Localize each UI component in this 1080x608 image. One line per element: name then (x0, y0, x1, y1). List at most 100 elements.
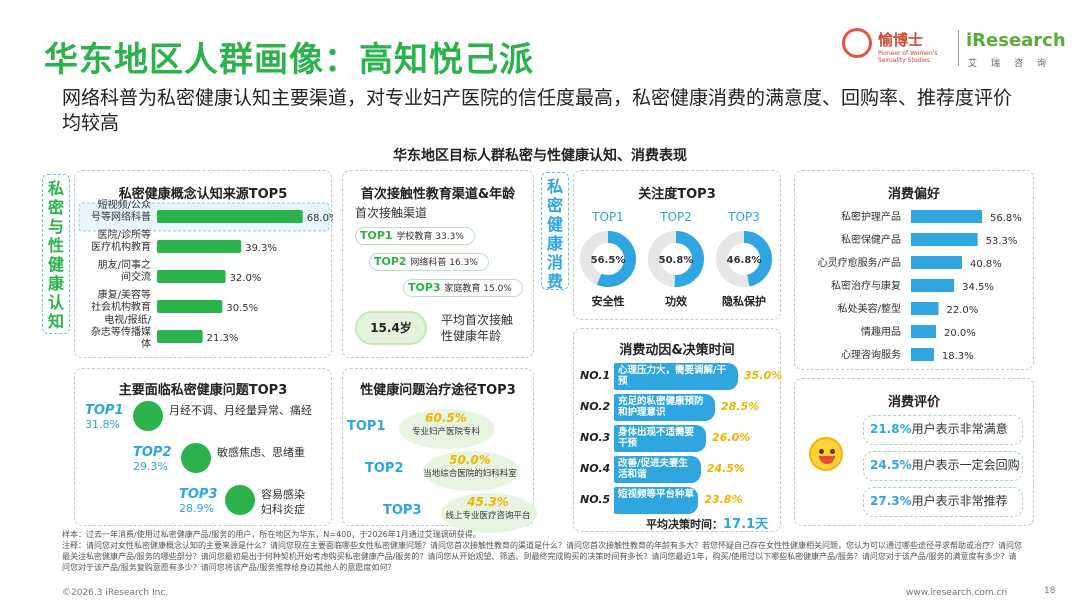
footer-page-number: 18 (1044, 586, 1056, 596)
channel-row: TOP2 网络科普 16.3% (369, 253, 489, 271)
treatment-bubble (399, 409, 495, 449)
side-label-cognition: 私密与性健康认知 (42, 174, 70, 334)
donut-rank: TOP2 (659, 210, 692, 224)
channel-name-value: 网络科普 16.3% (410, 258, 478, 268)
motivation-bar: 身体出现不适需要干预 (614, 425, 707, 452)
panel-title: 性健康问题治疗途径TOP3 (360, 383, 516, 398)
problem-value: 28.9% (179, 502, 214, 515)
chart-title: 华东地区目标人群私密与性健康认知、消费表现 (393, 148, 687, 164)
bar (911, 325, 936, 338)
smiley-icon (809, 437, 843, 471)
panel-first-contact: 首次接触性教育渠道&年龄 首次接触渠道 15.4岁 平均首次接触性健康年龄 TO… (342, 170, 534, 358)
category-label: 私处美容/整型 (838, 302, 901, 315)
motivation-rank: NO.3 (580, 431, 611, 444)
value-label: 21.3% (207, 333, 239, 344)
side-label-consumption: 私密健康消费 (541, 172, 569, 291)
donut-name: 安全性 (592, 294, 625, 308)
value-label: 40.8% (970, 259, 1002, 270)
evaluation-row: 24.5%用户表示一定会回购 (863, 451, 1023, 481)
panel-title: 关注度TOP3 (638, 187, 716, 202)
motivation-value: 23.8% (704, 493, 743, 506)
problem-value: 31.8% (85, 418, 120, 431)
category-label: 社会机构教育 (91, 300, 151, 313)
donut-rank: TOP1 (591, 210, 624, 224)
side-label-cognition-text: 私密与性健康认知 (48, 179, 65, 331)
panel-health-problems: 主要面临私密健康问题TOP3 TOP1 31.8% 月经不调、月经量异常、痛经 TOP… (74, 368, 332, 526)
motivation-rank: NO.4 (580, 462, 611, 475)
logos: 愉博士 Pioneer of Women's Sexuality Studies… (842, 26, 1066, 74)
evaluation-text: 用户表示一定会回购 (911, 458, 1020, 472)
evaluation-text: 用户表示非常满意 (911, 422, 1008, 436)
value-label: 20.0% (944, 328, 976, 339)
avg-decision-time: 平均决策时间：17.1天 (646, 513, 768, 532)
problem-icon (133, 401, 163, 431)
bar (157, 300, 223, 313)
treatment-value: 45.3% (467, 495, 509, 509)
avg-decision-time-value: 17.1天 (723, 517, 769, 532)
treatment-name: 当地综合医院的妇科科室 (423, 469, 517, 479)
channel-name-value: 学校教育 33.3% (396, 232, 464, 242)
problem-icon (225, 485, 255, 515)
value-label: 34.5% (962, 282, 994, 293)
evaluation-value: 21.8% (870, 422, 912, 436)
footer-site[interactable]: www.iresearch.com.cn (906, 588, 1008, 598)
category-label: 医院/诊所等 (98, 228, 151, 241)
donut-arc (580, 231, 636, 287)
brand-logo-icon (842, 28, 872, 58)
evaluation-row: 21.8%用户表示非常满意 (863, 415, 1023, 445)
evaluation-value: 27.3% (870, 494, 912, 508)
category-label: 情趣用品 (861, 325, 901, 338)
bar (157, 330, 203, 343)
category-label: 医疗机构教育 (91, 240, 151, 253)
channel-rank: TOP2 (374, 255, 411, 268)
panel-title: 消费偏好 (887, 187, 940, 202)
avg-decision-time-label: 平均决策时间： (646, 518, 723, 531)
evaluation-text: 用户表示非常推荐 (911, 494, 1008, 508)
channel-rank: TOP3 (408, 281, 445, 294)
donut-name: 功效 (665, 294, 688, 308)
value-label: 30.5% (226, 303, 258, 314)
donut-rank: TOP3 (727, 210, 760, 224)
footer-copyright: ©2026.3 iResearch Inc. (62, 588, 169, 598)
panel-treatment-path: 性健康问题治疗途径TOP3 TOP1 60.5% 专业妇产医院专科 TOP2 50.0%… (342, 368, 537, 533)
category-label: 间交流 (121, 270, 151, 283)
category-label: 私密治疗与康复 (831, 279, 901, 292)
panel-title: 消费动因&决策时间 (619, 343, 735, 358)
problem-name: 敏感焦虑、思绪重 (217, 446, 305, 459)
motivation-bar: 短视频等平台种草 (614, 487, 699, 514)
channel-name-value: 家庭教育 15.0% (444, 284, 512, 294)
motivation-value: 28.5% (720, 400, 760, 413)
panel-title: 消费评价 (887, 395, 940, 410)
category-label: 私密护理产品 (841, 210, 901, 223)
preference-bar-chart: 私密护理产品 56.8% 私密保健产品 53.3% 心灵疗愈服务/产品 40.8% 私密治疗… (818, 210, 1022, 362)
page-subtitle: 网络科普为私密健康认知主要渠道，对专业妇产医院的信任度最高，私密健康消费的满意度… (62, 87, 1013, 134)
panel-title: 主要面临私密健康问题TOP3 (118, 383, 288, 398)
bar (157, 210, 303, 223)
treatment-rank: TOP3 (383, 503, 422, 518)
value-label: 18.3% (942, 351, 974, 362)
panel-evaluation: 消费评价 21.8%用户表示非常满意 24.5%用户表示一定会回购 27.3%用户表… (794, 378, 1034, 526)
donut-arc (648, 231, 704, 287)
category-label: 心灵疗愈服务/产品 (818, 256, 901, 269)
first-contact-sublabel: 首次接触渠道 (355, 206, 428, 220)
page-title: 华东地区人群画像：高知悦己派 (44, 40, 534, 80)
panel-attention-top3: 关注度TOP3 TOP1 56.5% 安全性 TOP2 50.8% 功效 TOP3 46.8%… (573, 170, 781, 320)
bar (911, 302, 939, 315)
value-label: 53.3% (986, 236, 1018, 247)
panel-title: 首次接触性教育渠道&年龄 (360, 187, 516, 202)
logo-divider (958, 30, 959, 66)
category-label: 朋友/同事之 (98, 258, 151, 271)
motivation-value: 35.0% (744, 369, 783, 382)
motivation-value: 26.0% (712, 431, 751, 444)
panel-title: 私密健康概念认知来源TOP5 (118, 187, 288, 202)
category-label: 电视/报纸/ (104, 313, 151, 326)
donut-name: 隐私保护 (722, 294, 766, 308)
bar (911, 279, 955, 292)
motivation-bar: 心理压力大，需要调解/干预 (614, 363, 738, 390)
category-label: 体 (141, 338, 151, 350)
value-label: 56.8% (990, 213, 1022, 224)
avg-age-label: 平均首次接触性健康年龄 (441, 313, 514, 343)
panel-consumption-preference: 消费偏好 私密护理产品 56.8% 私密保健产品 53.3% 心灵疗愈服务/产品 40.8… (794, 170, 1034, 370)
donut-value: 56.5% (591, 255, 626, 266)
